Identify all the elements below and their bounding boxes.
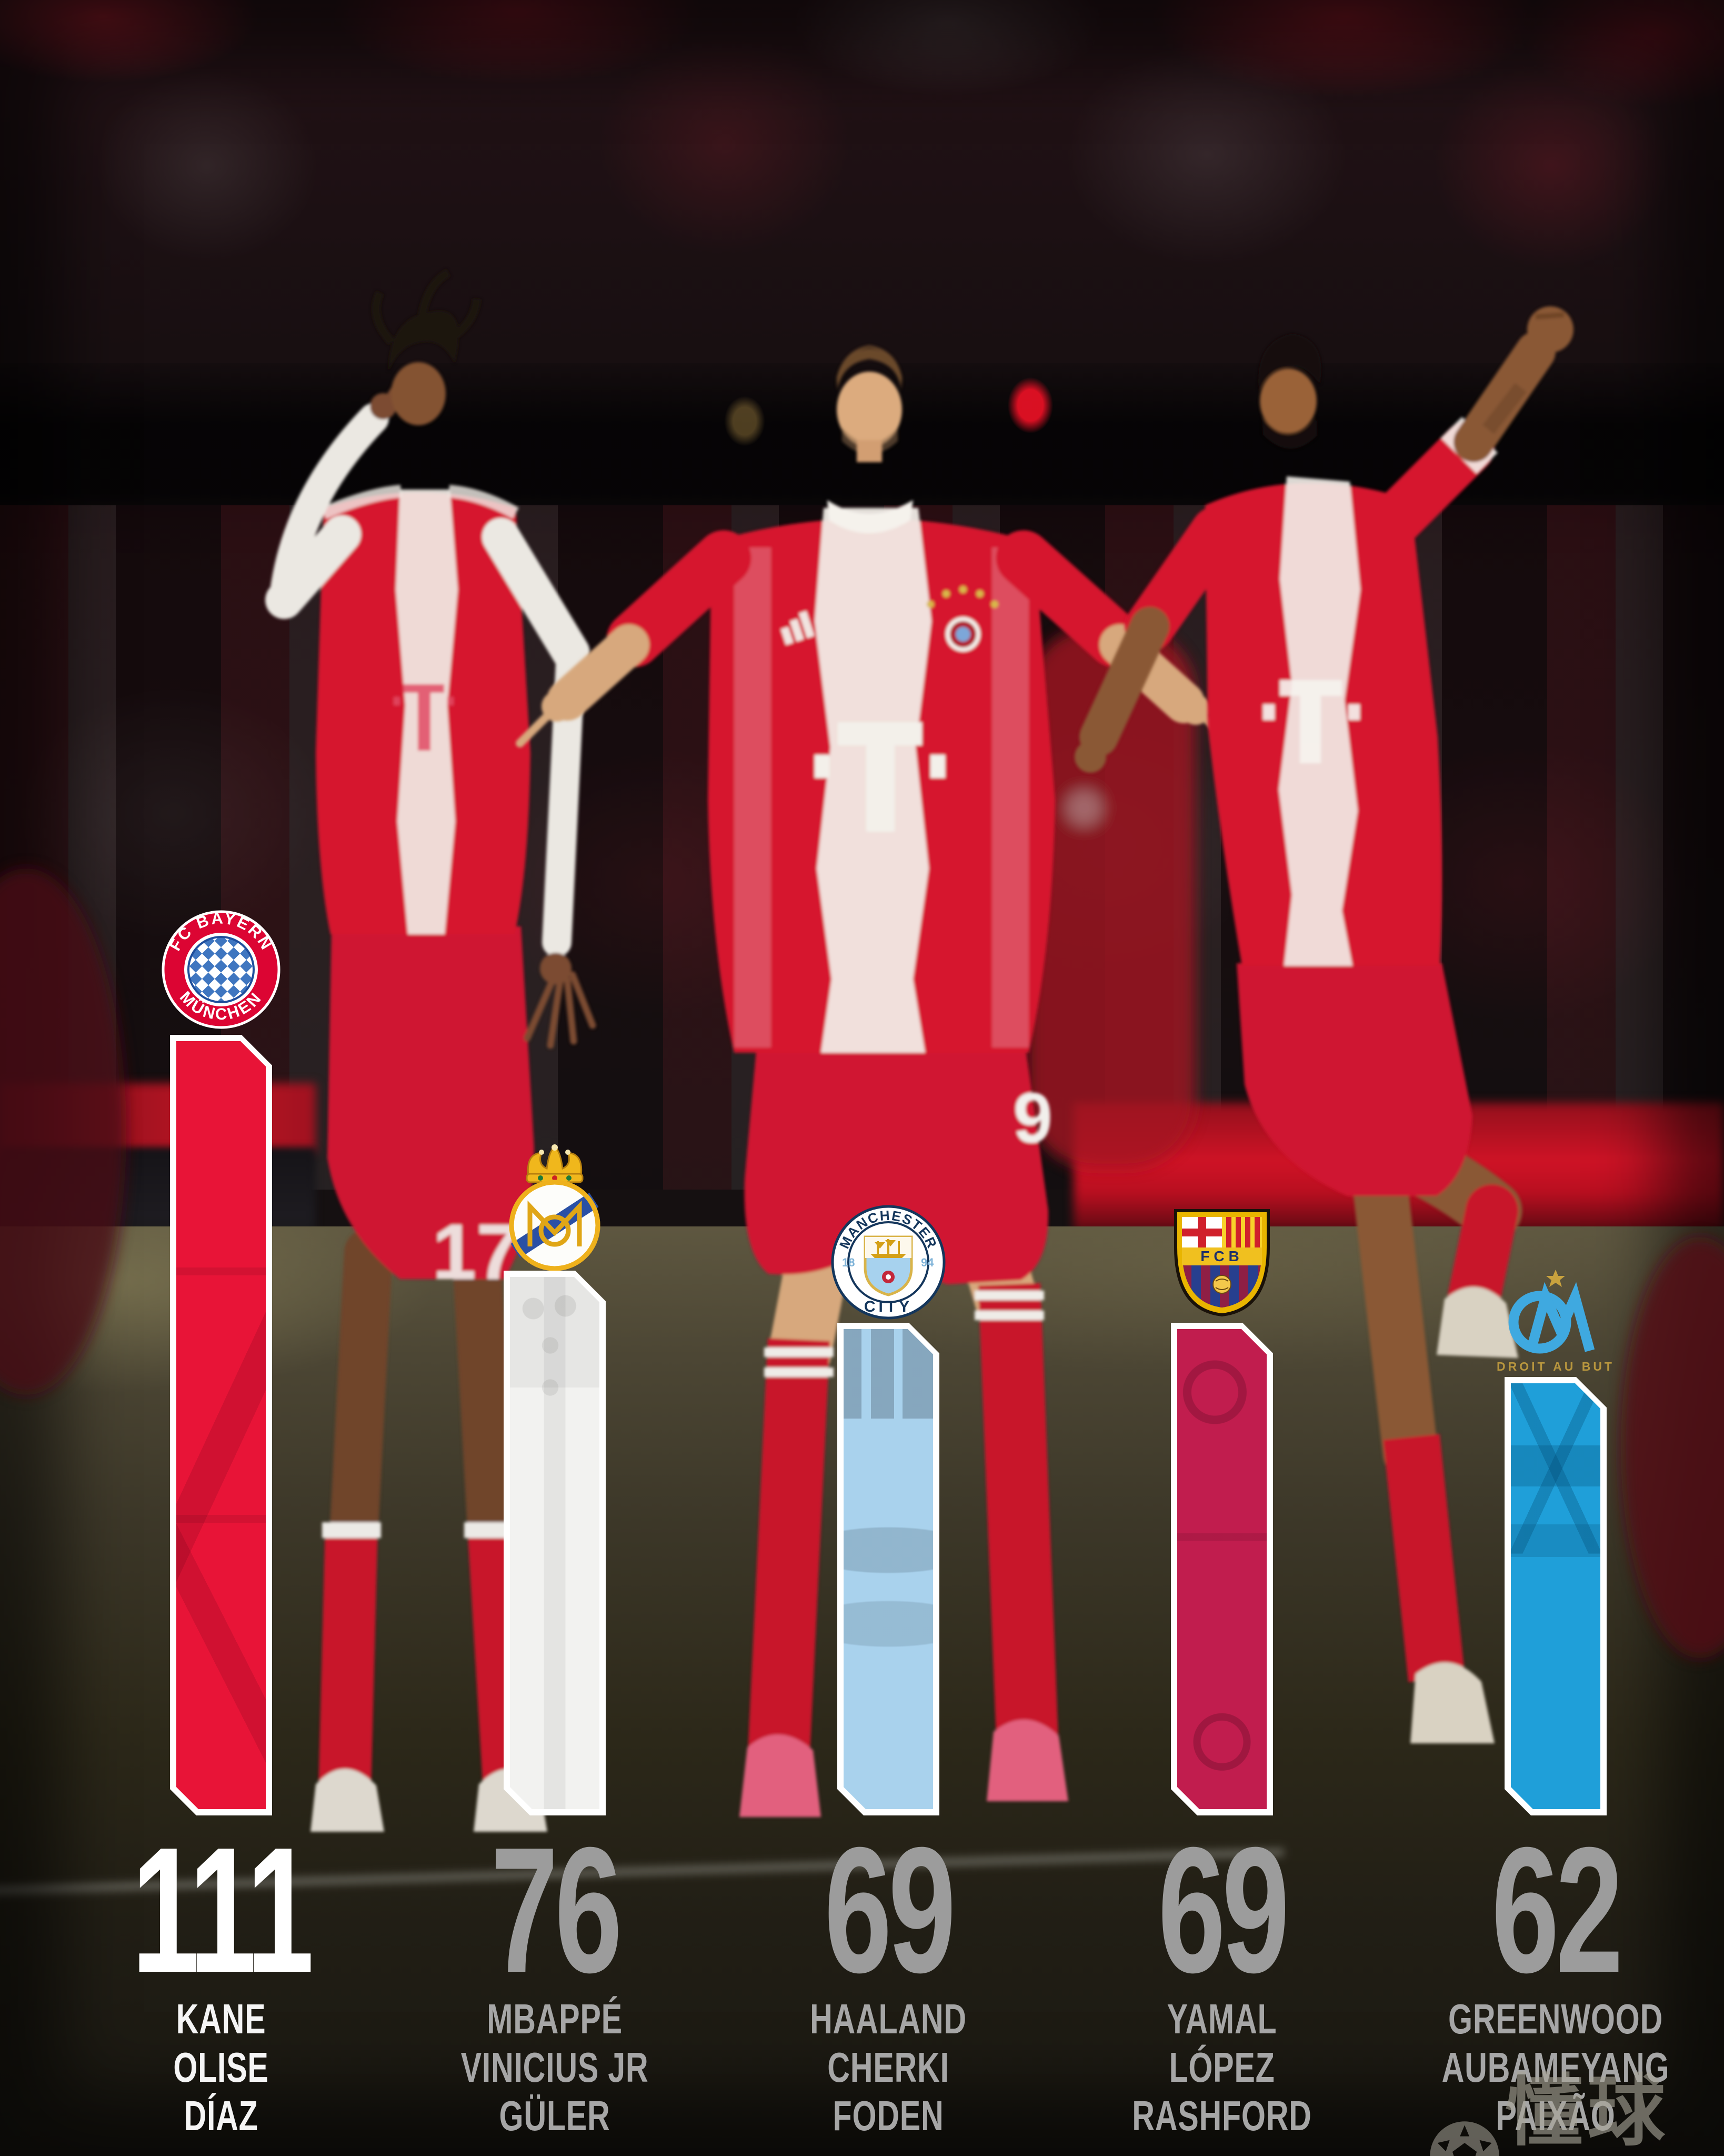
star-icon — [1546, 1270, 1565, 1287]
player-olise: 17 — [265, 268, 596, 1832]
player-name: AUBAMEYANG — [1441, 2044, 1670, 2091]
club-badge-real-madrid — [499, 1143, 610, 1274]
blurred-background-players — [0, 626, 1724, 1658]
ship-icon — [870, 1239, 906, 1258]
player-name: PAIXÃO — [1496, 2092, 1616, 2139]
player-name: CHERKI — [827, 2044, 949, 2091]
player-name: HAALAND — [810, 1995, 967, 2042]
players-bayern: KANE OLISE DÍAZ — [97, 1995, 344, 2140]
kane-telekom-t-logo — [815, 722, 945, 832]
player-name: DÍAZ — [184, 2092, 258, 2139]
value-real-madrid: 76 — [490, 1810, 622, 2010]
bar-real-madrid — [504, 1271, 606, 1815]
player-name: GÜLER — [499, 2092, 610, 2139]
club-badge-barcelona: FCB — [1169, 1206, 1275, 1321]
player-name: VINICIUS JR — [460, 2044, 649, 2091]
players-marseille: GREENWOOD AUBAMEYANG PAIXÃO — [1432, 1995, 1679, 2140]
player-name: OLISE — [173, 2044, 269, 2091]
player-name: FODEN — [833, 2092, 944, 2139]
value-man-city: 69 — [824, 1810, 956, 2010]
players-real-madrid: MBAPPÉ VINICIUS JR GÜLER — [431, 1995, 678, 2140]
club-badge-marseille: DROIT AU BUT — [1490, 1267, 1621, 1378]
value-bayern: 111 — [132, 1810, 314, 2010]
kane-shorts-number: 9 — [1013, 1078, 1053, 1157]
watermark-text: 懂球帝 — [1505, 2066, 1670, 2156]
watermark: 懂球帝 — [1427, 2067, 1724, 2156]
bar-bayern — [170, 1035, 272, 1815]
om-badge-motto: DROIT AU BUT — [1497, 1360, 1615, 1373]
player-name: KANE — [176, 1995, 266, 2042]
player-diaz — [1075, 306, 1573, 1743]
club-badge-man-city: MANCHESTER CITY 18 94 — [830, 1204, 946, 1323]
player-name: LÓPEZ — [1169, 2044, 1275, 2091]
player-name: RASHFORD — [1132, 2092, 1312, 2139]
player-name: GREENWOOD — [1448, 1995, 1663, 2042]
om-monogram — [1508, 1282, 1595, 1354]
bar-marseille — [1505, 1377, 1607, 1815]
players-man-city: HAALAND CHERKI FODEN — [765, 1995, 1011, 2140]
crown-icon — [526, 1144, 584, 1183]
barca-badge-initials: FCB — [1200, 1248, 1244, 1264]
city-badge-year-left: 18 — [842, 1256, 855, 1269]
bar-barcelona — [1171, 1323, 1273, 1815]
football-icon — [1430, 2121, 1499, 2156]
city-badge-year-right: 94 — [921, 1256, 934, 1269]
value-barcelona: 69 — [1158, 1810, 1289, 2010]
bar-man-city — [837, 1323, 939, 1815]
value-marseille: 62 — [1491, 1810, 1623, 2010]
player-name: YAMAL — [1167, 1995, 1277, 2042]
player-name: MBAPPÉ — [487, 1995, 623, 2042]
club-badge-bayern: FC BAYERN MÜNCHEN — [161, 909, 282, 1033]
players-barcelona: YAMAL LÓPEZ RASHFORD — [1098, 1995, 1345, 2140]
player-kane: 9 — [516, 345, 1236, 1817]
diaz-telekom-t-logo — [1263, 680, 1360, 763]
kane-adidas-logo — [780, 611, 815, 645]
olise-telekom-t-logo — [394, 684, 454, 751]
city-badge-text-bottom: CITY — [864, 1298, 913, 1315]
